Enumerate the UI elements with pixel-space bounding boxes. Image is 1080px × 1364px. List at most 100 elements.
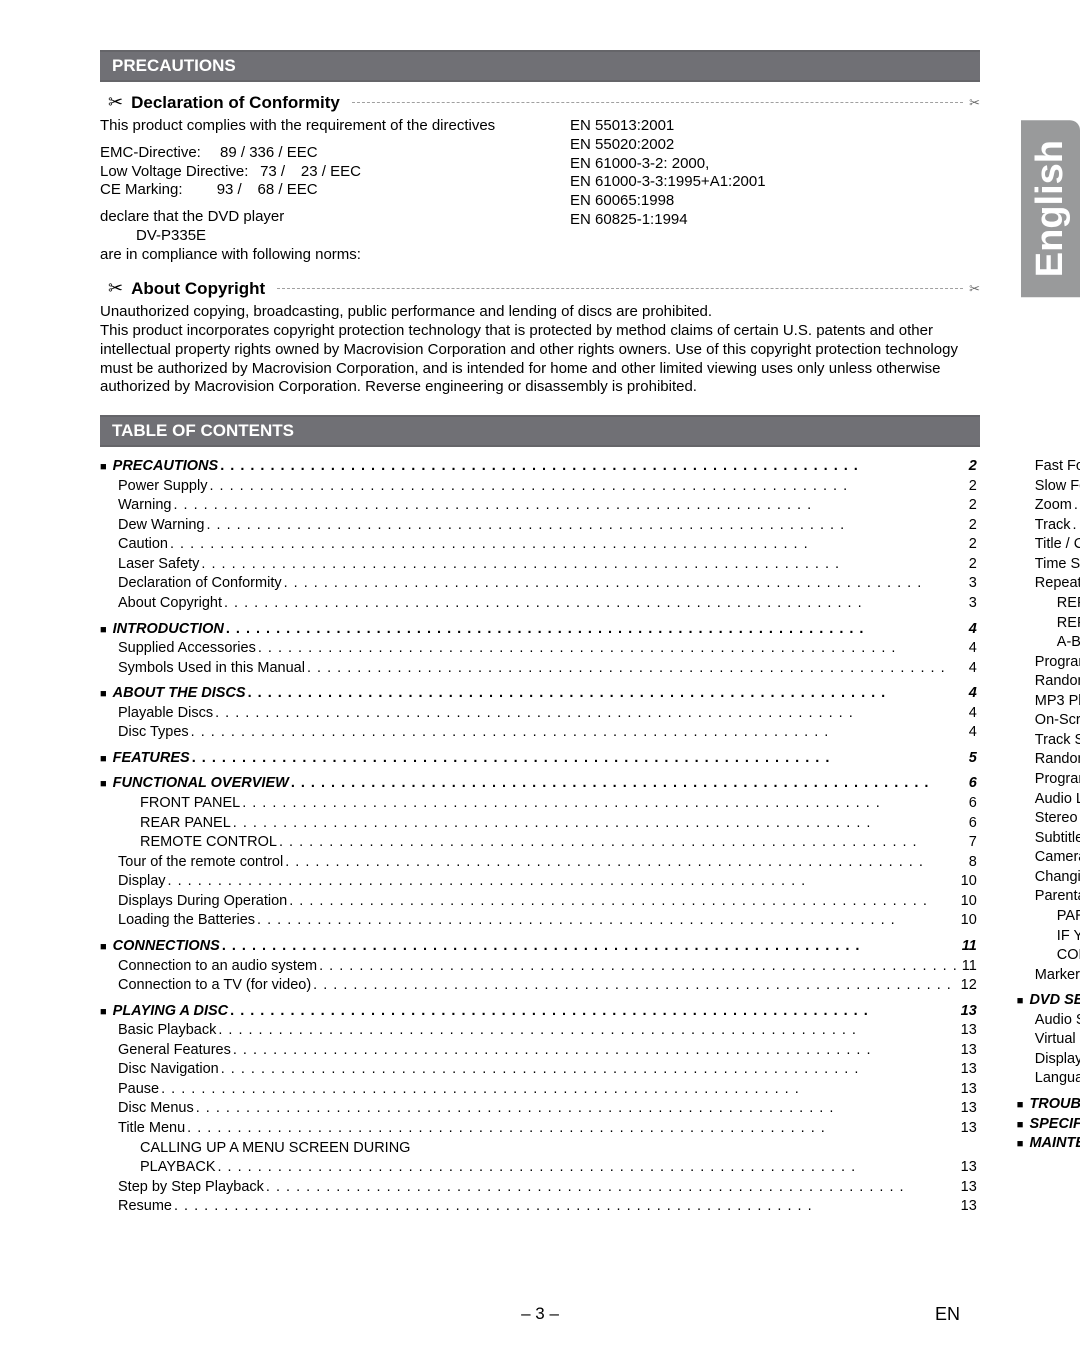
toc-label: Dew Warning [118,516,205,536]
toc-label: Marker Setup Screen [1035,966,1080,986]
toc-entry: Language Setting18 [1017,1069,1080,1089]
toc-entry: ■ABOUT THE DISCS4 [100,684,977,704]
toc-entry: ■FUNCTIONAL OVERVIEW6 [100,774,977,794]
bullet-icon: ■ [1017,1118,1024,1133]
toc-label: Warning [118,496,171,516]
toc-entry: Fast Forward / Reverse Search14 [1017,457,1080,477]
toc-page: 3 [967,574,977,594]
toc-page: 2 [967,555,977,575]
toc-dots [218,1021,956,1041]
toc-entry: Subtitle Language16 [1017,829,1080,849]
toc-label: Connection to an audio system [118,957,317,977]
toc-dots [221,1060,957,1080]
toc-label: Random Playback (CD) [1035,672,1080,692]
bullet-icon: ■ [1017,1137,1024,1152]
toc-label: Time Search [1035,555,1080,575]
toc-entry: ■FEATURES5 [100,749,977,769]
toc-entry: ■INTRODUCTION4 [100,620,977,640]
toc-page: 2 [967,516,977,536]
toc-dots [215,704,965,724]
toc-page: 4 [967,659,977,679]
toc-entry: Supplied Accessories 4 [100,639,977,659]
decl-text: Low Voltage Directive: 73 / 23 / EEC [100,163,510,182]
toc-dots [307,659,965,679]
toc-label: SPECIFICATIONS [1029,1115,1080,1135]
toc-label: FUNCTIONAL OVERVIEW [113,774,289,794]
toc-label: Laser Safety [118,555,199,575]
toc-entry: Time Search14 [1017,555,1080,575]
toc-dots [187,1119,957,1139]
toc-page: 5 [967,749,977,769]
copyright-heading: About Copyright [131,279,265,299]
declaration-body: This product complies with the requireme… [100,117,980,272]
toc-dots [285,853,964,873]
toc-label: Basic Playback [118,1021,216,1041]
toc-entry: Warning 2 [100,496,977,516]
toc-page: 4 [967,620,977,640]
toc-entry: CONTROL LEVELS17 [1017,946,1080,966]
toc-page: 3 [967,594,977,614]
toc-page: 4 [967,639,977,659]
toc-entry: Disc Navigation13 [100,1060,977,1080]
toc-label: Display [118,872,166,892]
toc-entry: Caution2 [100,535,977,555]
toc-label: Audio Language [1035,790,1080,810]
toc-entry: Virtual Surround17 [1017,1030,1080,1050]
toc-dots [248,684,965,704]
norm: EN 60065:1998 [570,192,980,211]
toc-columns: ■PRECAUTIONS2Power Supply2Warning2Dew Wa… [100,457,980,1217]
decl-text: EMC-Directive: 89 / 336 / EEC [100,144,510,163]
toc-page: 6 [967,774,977,794]
toc-page: 12 [959,976,977,996]
toc-page: 2 [967,457,977,477]
toc-entry: Slow Forward / Slow Reverse14 [1017,477,1080,497]
toc-entry: Displays During Operation10 [100,892,977,912]
toc-dots [1074,496,1080,516]
toc-dots [170,535,965,555]
toc-label: Step by Step Playback [118,1178,264,1198]
toc-label: MAINTENANCE [1029,1134,1080,1154]
toc-entry: Program (MP3)16 [1017,770,1080,790]
decl-text: This product complies with the requireme… [100,117,510,136]
toc-dots [226,620,965,640]
toc-label: PARENTAL LEVEL [1057,907,1080,927]
toc-label: Supplied Accessories [118,639,256,659]
toc-entry: Program (CD)15 [1017,653,1080,673]
toc-entry: General Features13 [100,1041,977,1061]
toc-page: 13 [959,1099,977,1119]
toc-entry: ■CONNECTIONS11 [100,937,977,957]
toc-entry: Basic Playback13 [100,1021,977,1041]
toc-label: Symbols Used in this Manual [118,659,305,679]
toc-right-column: Fast Forward / Reverse Search14Slow Forw… [1017,457,1080,1217]
toc-entry: Parental Control17 [1017,887,1080,907]
toc-label: Loading the Batteries [118,911,255,931]
toc-entry: ■PLAYING A DISC13 [100,1002,977,1022]
toc-entry: Title Menu13 [100,1119,977,1139]
toc-page: 4 [967,723,977,743]
toc-page: 8 [967,853,977,873]
toc-label: Program (MP3) [1035,770,1080,790]
toc-label: REMOTE CONTROL [140,833,277,853]
toc-label: CONTROL LEVELS [1057,946,1080,966]
toc-entry: Marker Setup Screen17 [1017,966,1080,986]
toc-entry: ■TROUBLESHOOTING GUIDE20 [1017,1095,1080,1115]
decl-model: DV-P335E [100,227,510,246]
toc-label: DVD SETUP [1029,991,1080,1011]
toc-label: Audio Setting [1035,1011,1080,1031]
toc-entry: Playable Discs4 [100,704,977,724]
toc-label: On-Screen Information [1035,711,1080,731]
toc-entry: Resume13 [100,1197,977,1217]
toc-entry: Track Selection16 [1017,731,1080,751]
toc-dots [233,814,965,834]
toc-page: 4 [967,684,977,704]
toc-entry: Track14 [1017,516,1080,536]
scissor-end-icon: ✂ [969,281,980,297]
toc-entry: Display10 [100,872,977,892]
toc-page: 2 [967,496,977,516]
toc-entry: Laser Safety 2 [100,555,977,575]
toc-page: 6 [967,814,977,834]
toc-label: FEATURES [113,749,190,769]
scissor-icon: ✂ [108,278,123,299]
bullet-icon: ■ [1017,994,1024,1009]
toc-dots [174,1197,957,1217]
